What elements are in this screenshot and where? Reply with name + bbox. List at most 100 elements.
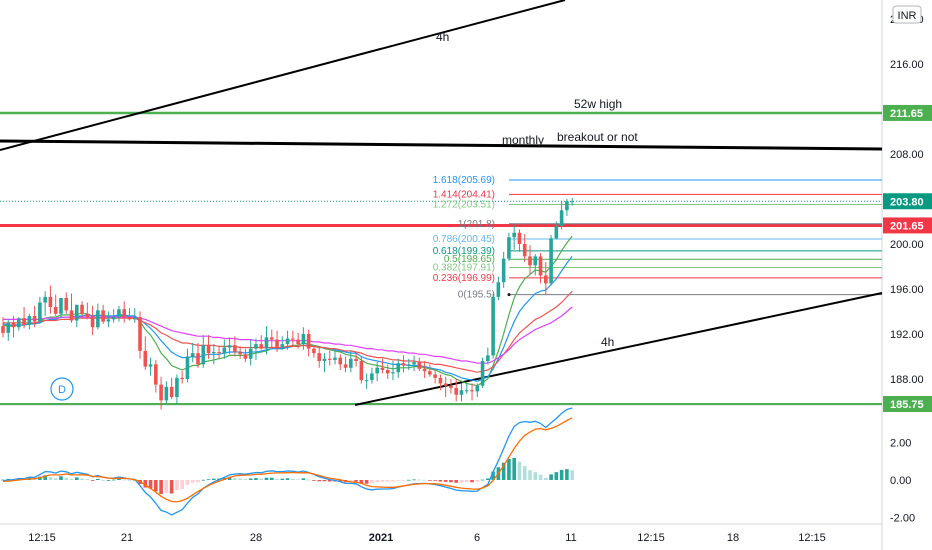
macd-histogram-bar [96,478,100,480]
candle-body [48,296,53,307]
candle-body [507,237,511,259]
candle-body [343,364,348,368]
candle-body [570,201,574,203]
candle-body [64,298,69,311]
macd-histogram-bar [417,479,422,481]
candle-body [217,352,221,354]
macd-histogram-bar [269,477,274,480]
macd-histogram-bar [507,459,511,480]
candle-body [185,356,190,379]
price-badge: 203.80 [883,193,932,210]
macd-histogram-bar [143,480,148,488]
price-badge-bg [883,104,932,121]
candle-body [196,353,200,365]
candle-body [470,390,474,392]
macd-histogram-bar [406,479,411,481]
currency-label: INR [898,10,917,22]
candle-body [285,338,290,345]
candle-body [85,313,90,318]
macd-histogram-bar [233,478,237,480]
time-tick-label: 18 [727,532,739,544]
macd-histogram-bar [433,480,437,481]
macd-histogram-bar [243,479,248,480]
candle-body [164,386,169,401]
macd-histogram-bar [475,480,480,482]
macd-histogram-bar [491,471,495,480]
macd-histogram-bar [396,480,401,481]
candle-body [127,317,132,320]
candle-body [117,309,121,318]
macd-histogram-bar [196,480,200,483]
macd-signal-line [2,417,573,503]
candle-body [227,345,232,348]
price-badge: 185.75 [883,396,932,412]
candle-body [222,347,227,354]
candle-body [559,210,564,226]
macd-histogram-bar [443,480,448,482]
price-tick-label: 200.00 [890,239,924,251]
macd-histogram-bar [59,476,63,480]
candle-body [464,390,469,392]
candle-body [533,256,538,266]
fib-level-label: 1.414(204.41) [433,189,495,200]
trendline-4h-bottom[interactable] [354,292,883,406]
macd-histogram-bar [549,474,553,480]
candle-body [138,317,142,351]
candle-body [306,334,311,349]
candle-body [38,302,42,322]
candle-body [322,358,327,361]
candle-body [111,317,116,320]
macd-histogram-bar [148,480,153,489]
macd-histogram-bar [185,480,190,485]
candle-body [291,338,295,340]
interval-badge-label: D [58,384,66,396]
macd-histogram-bar [538,474,543,480]
time-tick-label: 6 [474,532,480,544]
interval-badge[interactable]: D [50,377,74,401]
macd-histogram-bar [64,477,69,480]
candle-body [27,316,32,325]
macd-histogram-bar [1,479,5,481]
macd-histogram-bar [512,457,516,480]
candle-body [517,232,522,244]
candle-body [180,377,184,379]
annotation-4h-top: 4h [436,30,449,44]
candle-body [443,383,448,386]
macd-histogram-bar [127,480,132,481]
macd-histogram-bar [201,479,206,481]
candle-body [554,226,559,239]
candle-body [59,298,63,314]
macd-histogram-bar [522,466,527,480]
candle-body [154,364,158,385]
macd-histogram-bar [17,478,21,480]
macd-histogram-bar [238,478,242,480]
candle-body [364,380,369,382]
macd-histogram-bar [275,478,279,480]
macd-histogram-bar [359,480,364,484]
candle-body [391,372,395,374]
price-badge-label: 211.65 [890,108,923,120]
candle-body [359,361,364,381]
macd-histogram-bar [459,480,464,483]
macd-histogram-bar [533,472,538,480]
candle-body [496,282,501,297]
candle-body [53,307,58,314]
candle-body [106,319,111,322]
candle-body [159,384,163,401]
macd-histogram-bar [69,479,74,480]
price-tick-label: 188.00 [890,374,924,386]
candle-body [212,352,216,354]
price-badge: 201.65 [883,217,932,234]
candle-body [544,275,548,284]
trendline-monthly[interactable] [0,139,883,151]
macd-histogram-bar [154,480,158,492]
macd-histogram-bar [470,480,474,483]
macd-histogram-bar [180,480,184,489]
trendline-4h-top[interactable] [0,0,566,151]
currency-selector[interactable]: INR [892,5,922,24]
price-badge-label: 185.75 [890,399,924,411]
candle-body [401,363,406,366]
macd-histogram-bar [428,480,432,481]
macd-histogram-bar [349,480,353,482]
candle-body [122,309,127,318]
